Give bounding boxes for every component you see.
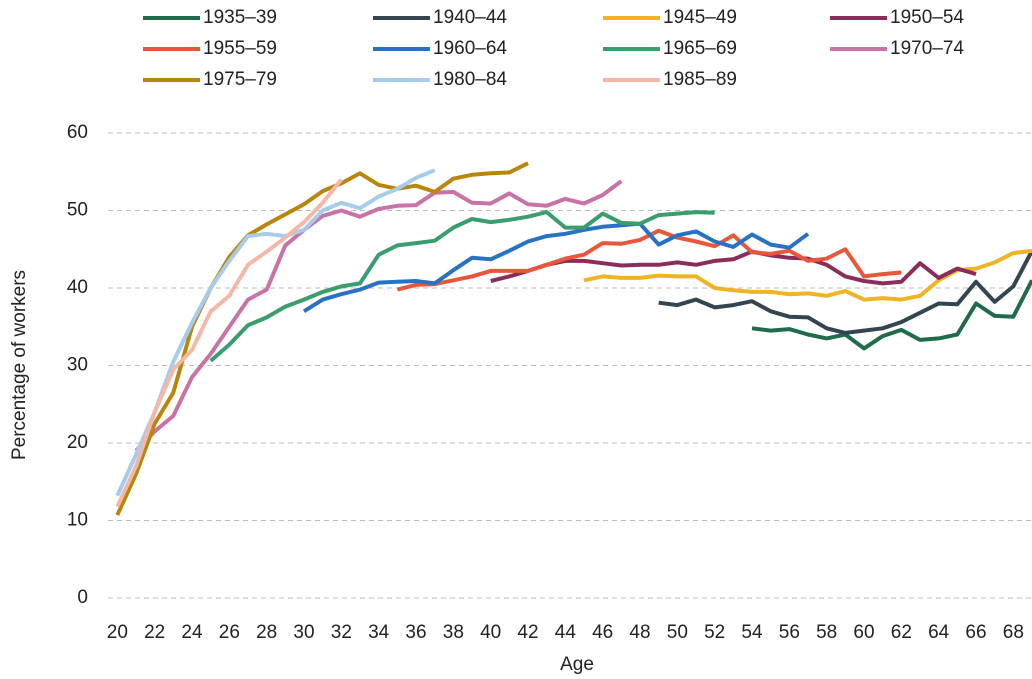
- legend-label: 1965–69: [663, 38, 737, 59]
- series-line: [115, 168, 436, 497]
- legend-label: 1945–49: [663, 7, 737, 28]
- legend-label: 1975–79: [203, 69, 277, 90]
- series-line: [396, 228, 902, 292]
- x-tick-label: 42: [517, 622, 538, 643]
- series-line: [302, 221, 810, 313]
- x-tick-label: 32: [331, 622, 352, 643]
- series-line: [658, 249, 1032, 335]
- series-line: [209, 210, 715, 363]
- legend-label: 1950–54: [890, 7, 964, 28]
- x-tick-label: 36: [405, 622, 426, 643]
- legend-label: 1940–44: [433, 7, 507, 28]
- x-tick-label: 22: [144, 622, 165, 643]
- series-line: [490, 249, 977, 286]
- x-tick-label: 58: [816, 622, 837, 643]
- y-tick-label: 10: [67, 510, 88, 531]
- x-tick-label: 40: [480, 622, 501, 643]
- x-tick-label: 50: [667, 622, 688, 643]
- legend-label: 1960–64: [433, 38, 507, 59]
- x-tick-label: 30: [293, 622, 314, 643]
- y-tick-label: 60: [67, 122, 88, 143]
- series-line: [115, 178, 343, 508]
- legend-label: 1970–74: [890, 38, 964, 59]
- legend-label: 1935–39: [203, 7, 277, 28]
- x-tick-label: 34: [368, 622, 390, 643]
- x-tick-label: 64: [928, 622, 950, 643]
- x-tick-label: 38: [443, 622, 464, 643]
- x-tick-label: 60: [853, 622, 874, 643]
- legend-label: 1980–84: [433, 69, 507, 90]
- legend-label: 1955–59: [203, 38, 277, 59]
- x-tick-label: 54: [741, 622, 763, 643]
- x-tick-label: 20: [107, 622, 128, 643]
- x-tick-label: 56: [779, 622, 800, 643]
- x-tick-label: 44: [555, 622, 577, 643]
- x-tick-label: 26: [219, 622, 240, 643]
- y-tick-label: 20: [67, 432, 88, 453]
- y-tick-label: 0: [77, 587, 88, 608]
- x-tick-label: 28: [256, 622, 277, 643]
- x-tick-label: 68: [1003, 622, 1024, 643]
- x-tick-label: 62: [891, 622, 912, 643]
- x-tick-label: 66: [965, 622, 986, 643]
- legend-label: 1985–89: [663, 69, 737, 90]
- y-axis-title: Percentage of workers: [9, 270, 30, 460]
- series-line: [751, 279, 1032, 351]
- x-tick-label: 48: [629, 622, 650, 643]
- x-tick-label: 24: [181, 622, 203, 643]
- series-line: [115, 161, 529, 516]
- y-tick-label: 50: [67, 200, 88, 221]
- x-tick-label: 46: [592, 622, 613, 643]
- y-tick-label: 30: [67, 355, 88, 376]
- x-tick-label: 52: [704, 622, 725, 643]
- series-line: [134, 179, 623, 453]
- x-axis-title: Age: [560, 654, 594, 675]
- y-tick-label: 40: [67, 277, 88, 298]
